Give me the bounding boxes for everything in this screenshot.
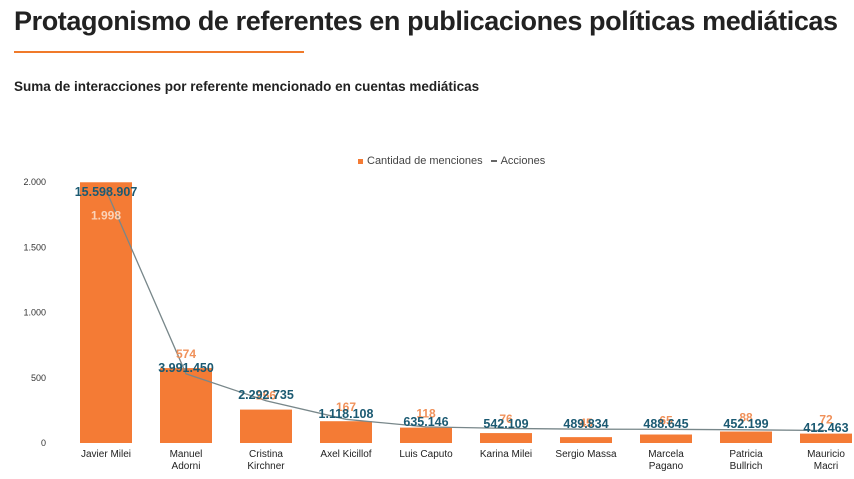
x-category-label: Manuel [170,449,203,460]
bar-data-label: 1.998 [91,208,121,222]
x-category-label: Marcela [648,449,684,460]
bar [80,182,132,444]
line-data-label: 15.598.907 [75,185,138,199]
y-tick-label: 500 [31,373,46,383]
bar [320,421,372,443]
bar [720,431,772,443]
bar [560,437,612,443]
line-data-label: 488.645 [643,417,688,431]
bar-data-label: 256 [256,389,276,403]
y-tick-label: 2.000 [23,177,46,187]
y-tick-label: 0 [41,438,46,448]
bar-data-label: 88 [739,411,753,425]
chart-subtitle: Suma de interacciones por referente menc… [14,79,480,94]
line-data-label: 452.199 [723,417,768,431]
y-tick-label: 1.500 [23,242,46,252]
bar-data-label: 45 [579,416,593,430]
x-category-label: Luis Caputo [399,449,453,460]
x-category-label: Karina Milei [480,449,532,460]
bar-data-label: 76 [499,412,513,426]
title-underline [14,51,304,53]
x-category-label: Kirchner [247,461,285,472]
x-category-label: Mauricio [807,449,845,460]
line-data-label: 3.991.450 [158,361,214,375]
line-data-label: 489.834 [563,417,608,431]
x-category-label: Bullrich [730,461,763,472]
chart-legend: Cantidad de menciones Acciones [358,155,545,167]
legend-bar-swatch [358,158,363,164]
legend-line-label: Acciones [500,155,546,167]
bar [400,427,452,443]
bar [160,368,212,443]
bar [240,409,292,443]
bar-data-label: 72 [819,413,833,427]
bar-data-label: 118 [416,407,436,421]
x-category-label: Pagano [649,461,684,472]
bar-data-label: 167 [336,400,356,414]
legend-line-swatch [490,160,497,162]
line-data-label: 542.109 [483,417,528,431]
bar [800,433,852,443]
x-category-label: Javier Milei [81,449,131,460]
x-category-label: Adorni [172,461,201,472]
bar [640,434,692,443]
legend-bars-label: Cantidad de menciones [367,155,483,167]
bar [480,433,532,443]
x-category-label: Sergio Massa [555,449,617,460]
y-tick-label: 1.000 [23,308,46,318]
series-line-acciones [105,189,827,432]
bar-data-label: 65 [659,414,673,428]
bar-data-label: 574 [176,347,196,361]
page-title: Protagonismo de referentes en publicacio… [14,6,838,36]
x-category-label: Patricia [729,449,763,460]
line-data-label: 635.146 [403,415,448,429]
x-category-label: Macri [814,461,838,472]
x-category-label: Cristina [249,449,283,460]
line-data-label: 412.463 [803,421,848,435]
line-data-label: 1.118.108 [319,407,374,421]
line-data-label: 2.292.735 [238,388,294,402]
x-category-label: Axel Kicillof [320,449,371,460]
